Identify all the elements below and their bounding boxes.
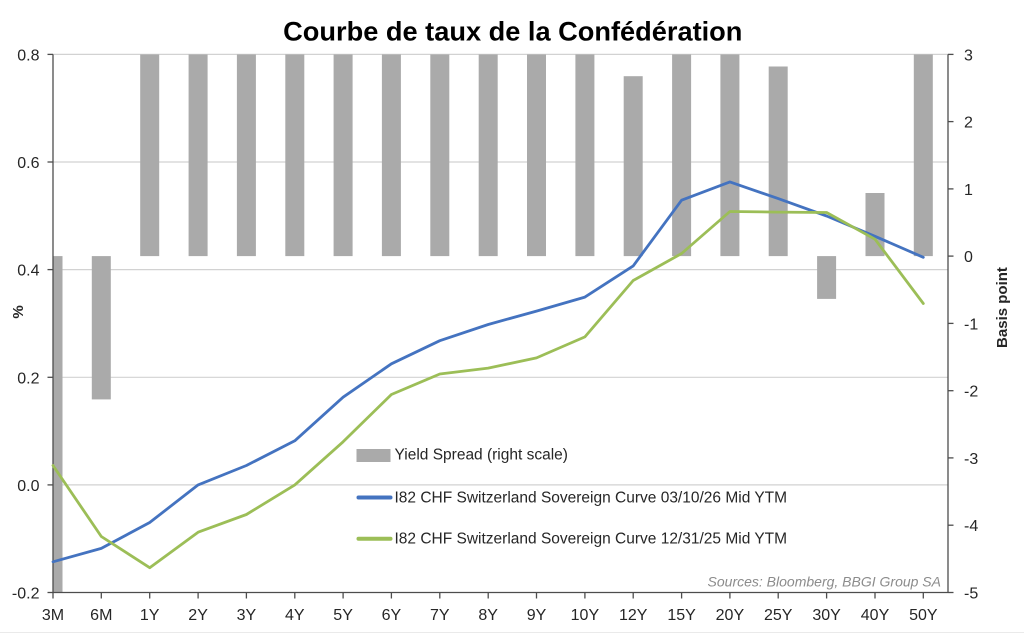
svg-text:3: 3 [964,47,973,64]
svg-text:40Y: 40Y [861,607,890,624]
svg-text:0.2: 0.2 [17,370,39,387]
svg-text:3Y: 3Y [237,607,257,624]
svg-text:-5: -5 [964,586,978,603]
svg-text:I82 CHF Switzerland Sovereign: I82 CHF Switzerland Sovereign Curve 12/3… [395,531,788,548]
svg-text:12Y: 12Y [619,607,648,624]
svg-text:0.0: 0.0 [17,478,39,495]
svg-text:Yield Spread (right scale): Yield Spread (right scale) [395,447,568,464]
svg-text:0.6: 0.6 [17,155,39,172]
svg-text:0.4: 0.4 [17,263,39,280]
svg-text:1: 1 [964,182,973,199]
svg-text:1Y: 1Y [140,607,160,624]
svg-text:8Y: 8Y [478,607,498,624]
svg-text:50Y: 50Y [909,607,938,624]
svg-text:15Y: 15Y [667,607,696,624]
svg-text:Sources: Bloomberg, BBGI Group: Sources: Bloomberg, BBGI Group SA [708,574,941,590]
svg-text:0.8: 0.8 [17,47,39,64]
svg-text:-3: -3 [964,451,978,468]
svg-text:7Y: 7Y [430,607,450,624]
svg-text:-0.2: -0.2 [12,586,40,603]
svg-text:2Y: 2Y [188,607,208,624]
svg-text:0: 0 [964,249,973,266]
svg-text:6M: 6M [90,607,112,624]
svg-text:Basis point: Basis point [994,267,1011,348]
svg-text:25Y: 25Y [764,607,793,624]
svg-text:-1: -1 [964,316,978,333]
svg-text:9Y: 9Y [527,607,547,624]
svg-text:-4: -4 [964,518,978,535]
svg-text:Courbe de taux de la Confédéra: Courbe de taux de la Confédération [283,15,742,46]
svg-text:3M: 3M [42,607,64,624]
svg-text:6Y: 6Y [382,607,402,624]
svg-text:30Y: 30Y [812,607,841,624]
svg-text:4Y: 4Y [285,607,305,624]
svg-text:2: 2 [964,115,973,132]
svg-text:20Y: 20Y [716,607,745,624]
svg-text:10Y: 10Y [571,607,600,624]
svg-text:5Y: 5Y [333,607,353,624]
svg-text:%: % [10,305,27,318]
svg-text:-2: -2 [964,384,978,401]
svg-text:I82 CHF Switzerland Sovereign: I82 CHF Switzerland Sovereign Curve 03/1… [395,489,788,506]
